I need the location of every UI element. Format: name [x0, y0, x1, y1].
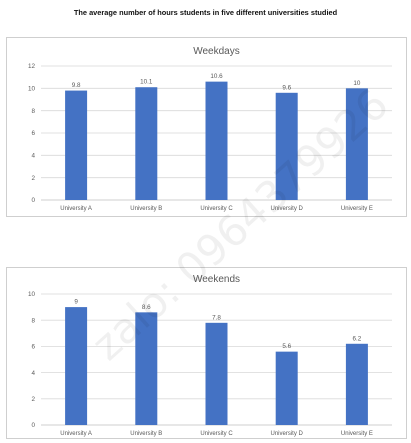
weekends-chart-title: Weekends	[193, 274, 240, 285]
weekends-y-tick-label: 2	[31, 396, 35, 403]
weekends-x-tick-label: University A	[60, 431, 92, 437]
weekends-data-label-3: 7.8	[212, 314, 221, 321]
weekdays-chart: Weekdays 0 2 4 6 8 10 12 9.8 University A 10.1 Univ…	[6, 37, 407, 217]
weekdays-x-tick-label: University D	[271, 206, 304, 212]
weekends-data-label-1: 9	[74, 299, 78, 306]
weekends-data-label-2: 8.6	[142, 304, 151, 311]
weekends-x-tick-label: University E	[341, 431, 373, 437]
weekdays-chart-svg: Weekdays 0 2 4 6 8 10 12 9.8 University A 10.1 Univ…	[28, 46, 392, 212]
weekdays-x-tick-label: University B	[130, 206, 162, 212]
weekdays-y-tick-label: 4	[31, 153, 35, 160]
page-title: The average number of hours students in …	[73, 8, 338, 17]
weekdays-data-label-3: 10.6	[210, 73, 223, 80]
weekends-bar-2	[135, 312, 158, 425]
weekdays-chart-title: Weekdays	[193, 46, 240, 57]
weekends-bar-4	[275, 351, 298, 425]
weekends-y-tick-label: 0	[31, 422, 35, 429]
weekends-bar-3	[205, 322, 228, 425]
weekdays-y-tick-label: 6	[31, 130, 35, 137]
weekdays-y-tick-label: 10	[28, 86, 36, 93]
weekends-y-tick-label: 6	[31, 344, 35, 351]
weekends-data-label-4: 5.6	[282, 343, 291, 350]
weekends-y-tick-label: 4	[31, 370, 35, 377]
weekends-y-tick-label: 8	[31, 317, 35, 324]
weekends-x-tick-label: University D	[271, 431, 304, 437]
weekends-chart-svg: Weekends 0 2 4 6 8 10 9 University A 8.6 Universit…	[28, 274, 392, 437]
weekends-x-tick-label: University B	[130, 431, 162, 437]
weekends-y-tick-label: 10	[28, 291, 36, 298]
weekends-chart: Weekends 0 2 4 6 8 10 9 University A 8.6 Universit…	[6, 267, 407, 439]
weekdays-x-tick-label: University A	[60, 206, 92, 212]
weekdays-y-tick-label: 0	[31, 197, 35, 204]
weekdays-x-tick-label: University E	[341, 206, 373, 212]
weekdays-y-tick-label: 8	[31, 108, 35, 115]
weekends-data-label-5: 6.2	[353, 335, 362, 342]
weekdays-bar-3	[205, 81, 228, 200]
weekdays-data-label-4: 9.6	[282, 84, 291, 91]
weekdays-data-label-1: 9.8	[72, 82, 81, 89]
weekends-x-tick-label: University C	[200, 431, 233, 437]
weekdays-bar-1	[65, 90, 88, 200]
weekdays-data-label-2: 10.1	[140, 79, 153, 86]
weekdays-bar-5	[345, 88, 368, 200]
weekends-bar-1	[65, 307, 88, 425]
weekdays-x-tick-label: University C	[200, 206, 233, 212]
weekdays-bar-2	[135, 87, 158, 200]
weekdays-data-label-5: 10	[353, 80, 361, 87]
weekdays-y-tick-label: 2	[31, 175, 35, 182]
weekdays-bar-4	[275, 92, 298, 200]
weekends-bar-5	[345, 343, 368, 425]
weekdays-y-tick-label: 12	[28, 63, 36, 70]
